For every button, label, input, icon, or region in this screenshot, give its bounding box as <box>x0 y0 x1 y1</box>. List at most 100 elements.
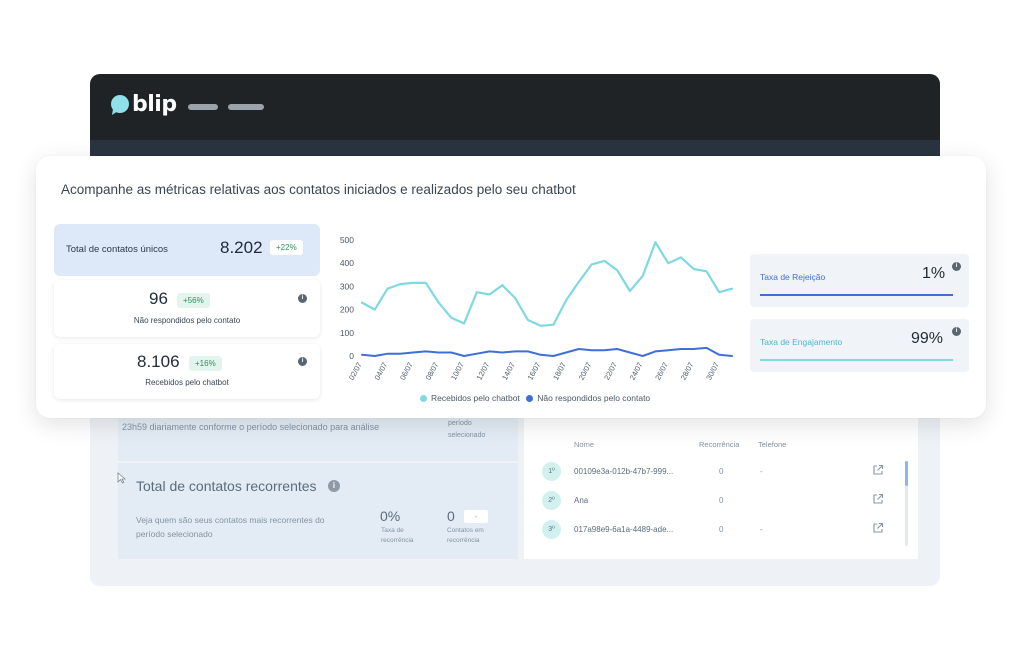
recurring-desc-line-1: Veja quem são seus contatos mais recorre… <box>136 515 325 525</box>
y-tick-label: 300 <box>340 281 354 291</box>
open-external-icon[interactable] <box>872 493 884 505</box>
x-tick-label: 06/07 <box>398 361 415 382</box>
engagement-rate-value: 99% <box>911 330 944 347</box>
table-row[interactable]: 3º 017a98e9-6a1a-4489-ade... 0 - <box>524 519 904 541</box>
contacts-line-chart: 0 100 200 300 400 500 02/07 04/07 06/07 08/07 10/0… <box>340 235 734 382</box>
engagement-info-icon[interactable]: i <box>952 327 961 336</box>
recurrence-rate-label-2: recorrência <box>381 537 414 544</box>
open-external-icon[interactable] <box>872 464 884 476</box>
logo-text: blip <box>132 92 177 117</box>
not-answered-box: 96 +56% i Não respondidos pelo contato <box>54 280 320 337</box>
scrollbar-track[interactable] <box>905 461 908 546</box>
engagement-rate-bar <box>760 359 953 361</box>
contact-recurrence: 0 <box>719 525 724 534</box>
open-external-icon[interactable] <box>872 522 884 534</box>
unique-contacts-badge: +22% <box>270 240 303 255</box>
nav-placeholder-1[interactable] <box>188 104 218 110</box>
recurrence-rate-label-1: Taxa de <box>381 527 404 534</box>
rejection-rate-label: Taxa de Rejeição <box>760 272 826 282</box>
engagement-rate-box: Taxa de Engajamento 99% i <box>750 319 969 372</box>
period-description: 23h59 diariamente conforme o período sel… <box>122 422 380 432</box>
not-answered-info-icon[interactable]: i <box>298 294 307 303</box>
metrics-card: Acompanhe as métricas relativas aos cont… <box>36 156 986 418</box>
legend-label-received: Recebidos pelo chatbot <box>431 393 520 403</box>
unique-contacts-label: Total de contatos únicos <box>66 244 168 255</box>
contact-recurrence: 0 <box>719 496 724 505</box>
recurring-count-label-1: Contatos em <box>447 527 484 534</box>
legend-swatch-received <box>420 395 427 403</box>
recurring-count-label-2: recorrência <box>447 537 480 544</box>
legend-item-received[interactable]: Recebidos pelo chatbot <box>420 393 520 403</box>
y-tick-label: 400 <box>340 258 354 268</box>
rank-badge: 2º <box>542 491 561 510</box>
scrollbar-thumb[interactable] <box>905 461 908 486</box>
x-tick-label: 30/07 <box>704 361 721 382</box>
top-bar: blip <box>90 74 940 140</box>
x-tick-label: 22/07 <box>602 361 619 382</box>
chart-legend: Recebidos pelo chatbot Não respondidos p… <box>420 393 650 403</box>
rejection-info-icon[interactable]: i <box>952 262 961 271</box>
nav-placeholder-2[interactable] <box>228 104 264 110</box>
x-tick-label: 26/07 <box>653 361 670 382</box>
x-tick-label: 02/07 <box>347 361 364 382</box>
rank-badge: 1º <box>542 462 561 481</box>
rank-badge: 3º <box>542 520 561 539</box>
y-tick-label: 500 <box>340 235 354 245</box>
metrics-heading: Acompanhe as métricas relativas aos cont… <box>61 182 576 197</box>
y-tick-label: 200 <box>340 305 354 315</box>
period-label-2: selecionado <box>448 432 486 439</box>
x-tick-label: 04/07 <box>373 361 390 382</box>
not-answered-label: Não respondidos pelo contato <box>133 316 241 325</box>
x-tick-label: 16/07 <box>526 361 543 382</box>
x-tick-label: 14/07 <box>500 361 517 382</box>
legend-swatch-not-answered <box>526 395 534 403</box>
table-row[interactable]: 2º Ana 0 <box>524 490 904 512</box>
received-value: 8.106 <box>137 352 180 371</box>
x-tick-label: 24/07 <box>628 361 645 382</box>
series-line-not-answered <box>361 346 733 357</box>
y-tick-label: 100 <box>340 328 354 338</box>
chat-bubble-icon <box>111 94 129 115</box>
table-row[interactable]: 1º 00109e3a-012b-47b7-999... 0 - <box>524 461 904 483</box>
unique-contacts-box: Total de contatos únicos 8.202 +22% <box>54 224 320 276</box>
x-tick-label: 20/07 <box>577 361 594 382</box>
recurring-contacts-panel: Total de contatos recorrentes i Veja que… <box>118 463 518 559</box>
contact-phone: - <box>760 525 763 534</box>
received-info-icon[interactable]: i <box>298 357 307 366</box>
contact-recurrence: 0 <box>719 467 724 476</box>
table-header-phone: Telefone <box>758 440 787 449</box>
received-box: 8.106 +16% i Recebidos pelo chatbot <box>54 344 320 399</box>
recurring-desc-line-2: período selecionado <box>136 529 213 539</box>
table-header-recurrence: Recorrência <box>699 440 740 449</box>
engagement-rate-label: Taxa de Engajamento <box>760 337 843 347</box>
contact-phone: - <box>760 467 763 476</box>
recurrence-rate-value: 0% <box>380 508 401 524</box>
contact-name: Ana <box>574 496 589 505</box>
legend-item-not-answered[interactable]: Não respondidos pelo contato <box>526 393 650 403</box>
contact-name: 017a98e9-6a1a-4489-ade... <box>574 525 674 534</box>
mouse-cursor-icon <box>117 472 126 484</box>
x-tick-label: 08/07 <box>424 361 441 382</box>
received-label: Recebidos pelo chatbot <box>145 378 229 387</box>
period-info-panel: 23h59 diariamente conforme o período sel… <box>118 416 518 461</box>
received-badge: +16% <box>189 356 222 371</box>
rejection-rate-box: Taxa de Rejeição 1% i <box>750 254 969 307</box>
recurring-info-icon[interactable]: i <box>328 480 340 492</box>
blip-logo[interactable]: blip <box>110 92 177 117</box>
period-label-1: período <box>448 420 472 427</box>
legend-label-not-answered: Não respondidos pelo contato <box>537 393 651 403</box>
x-tick-label: 10/07 <box>449 361 466 382</box>
series-line-received <box>360 241 734 327</box>
x-tick-label: 28/07 <box>679 361 696 382</box>
table-header-name: Nome <box>574 440 595 449</box>
rejection-rate-value: 1% <box>922 265 946 282</box>
recurring-count-value: 0 <box>447 508 455 524</box>
contact-name: 00109e3a-012b-47b7-999... <box>574 467 674 476</box>
unique-contacts-value: 8.202 <box>220 238 263 257</box>
not-answered-badge: +56% <box>177 293 210 308</box>
not-answered-value: 96 <box>149 289 168 308</box>
recurring-count-badge: - <box>464 510 488 523</box>
y-tick-label: 0 <box>349 351 354 361</box>
x-tick-label: 12/07 <box>475 361 492 382</box>
recurring-contacts-table: Nome Recorrência Telefone 1º 00109e3a-01… <box>524 416 918 559</box>
